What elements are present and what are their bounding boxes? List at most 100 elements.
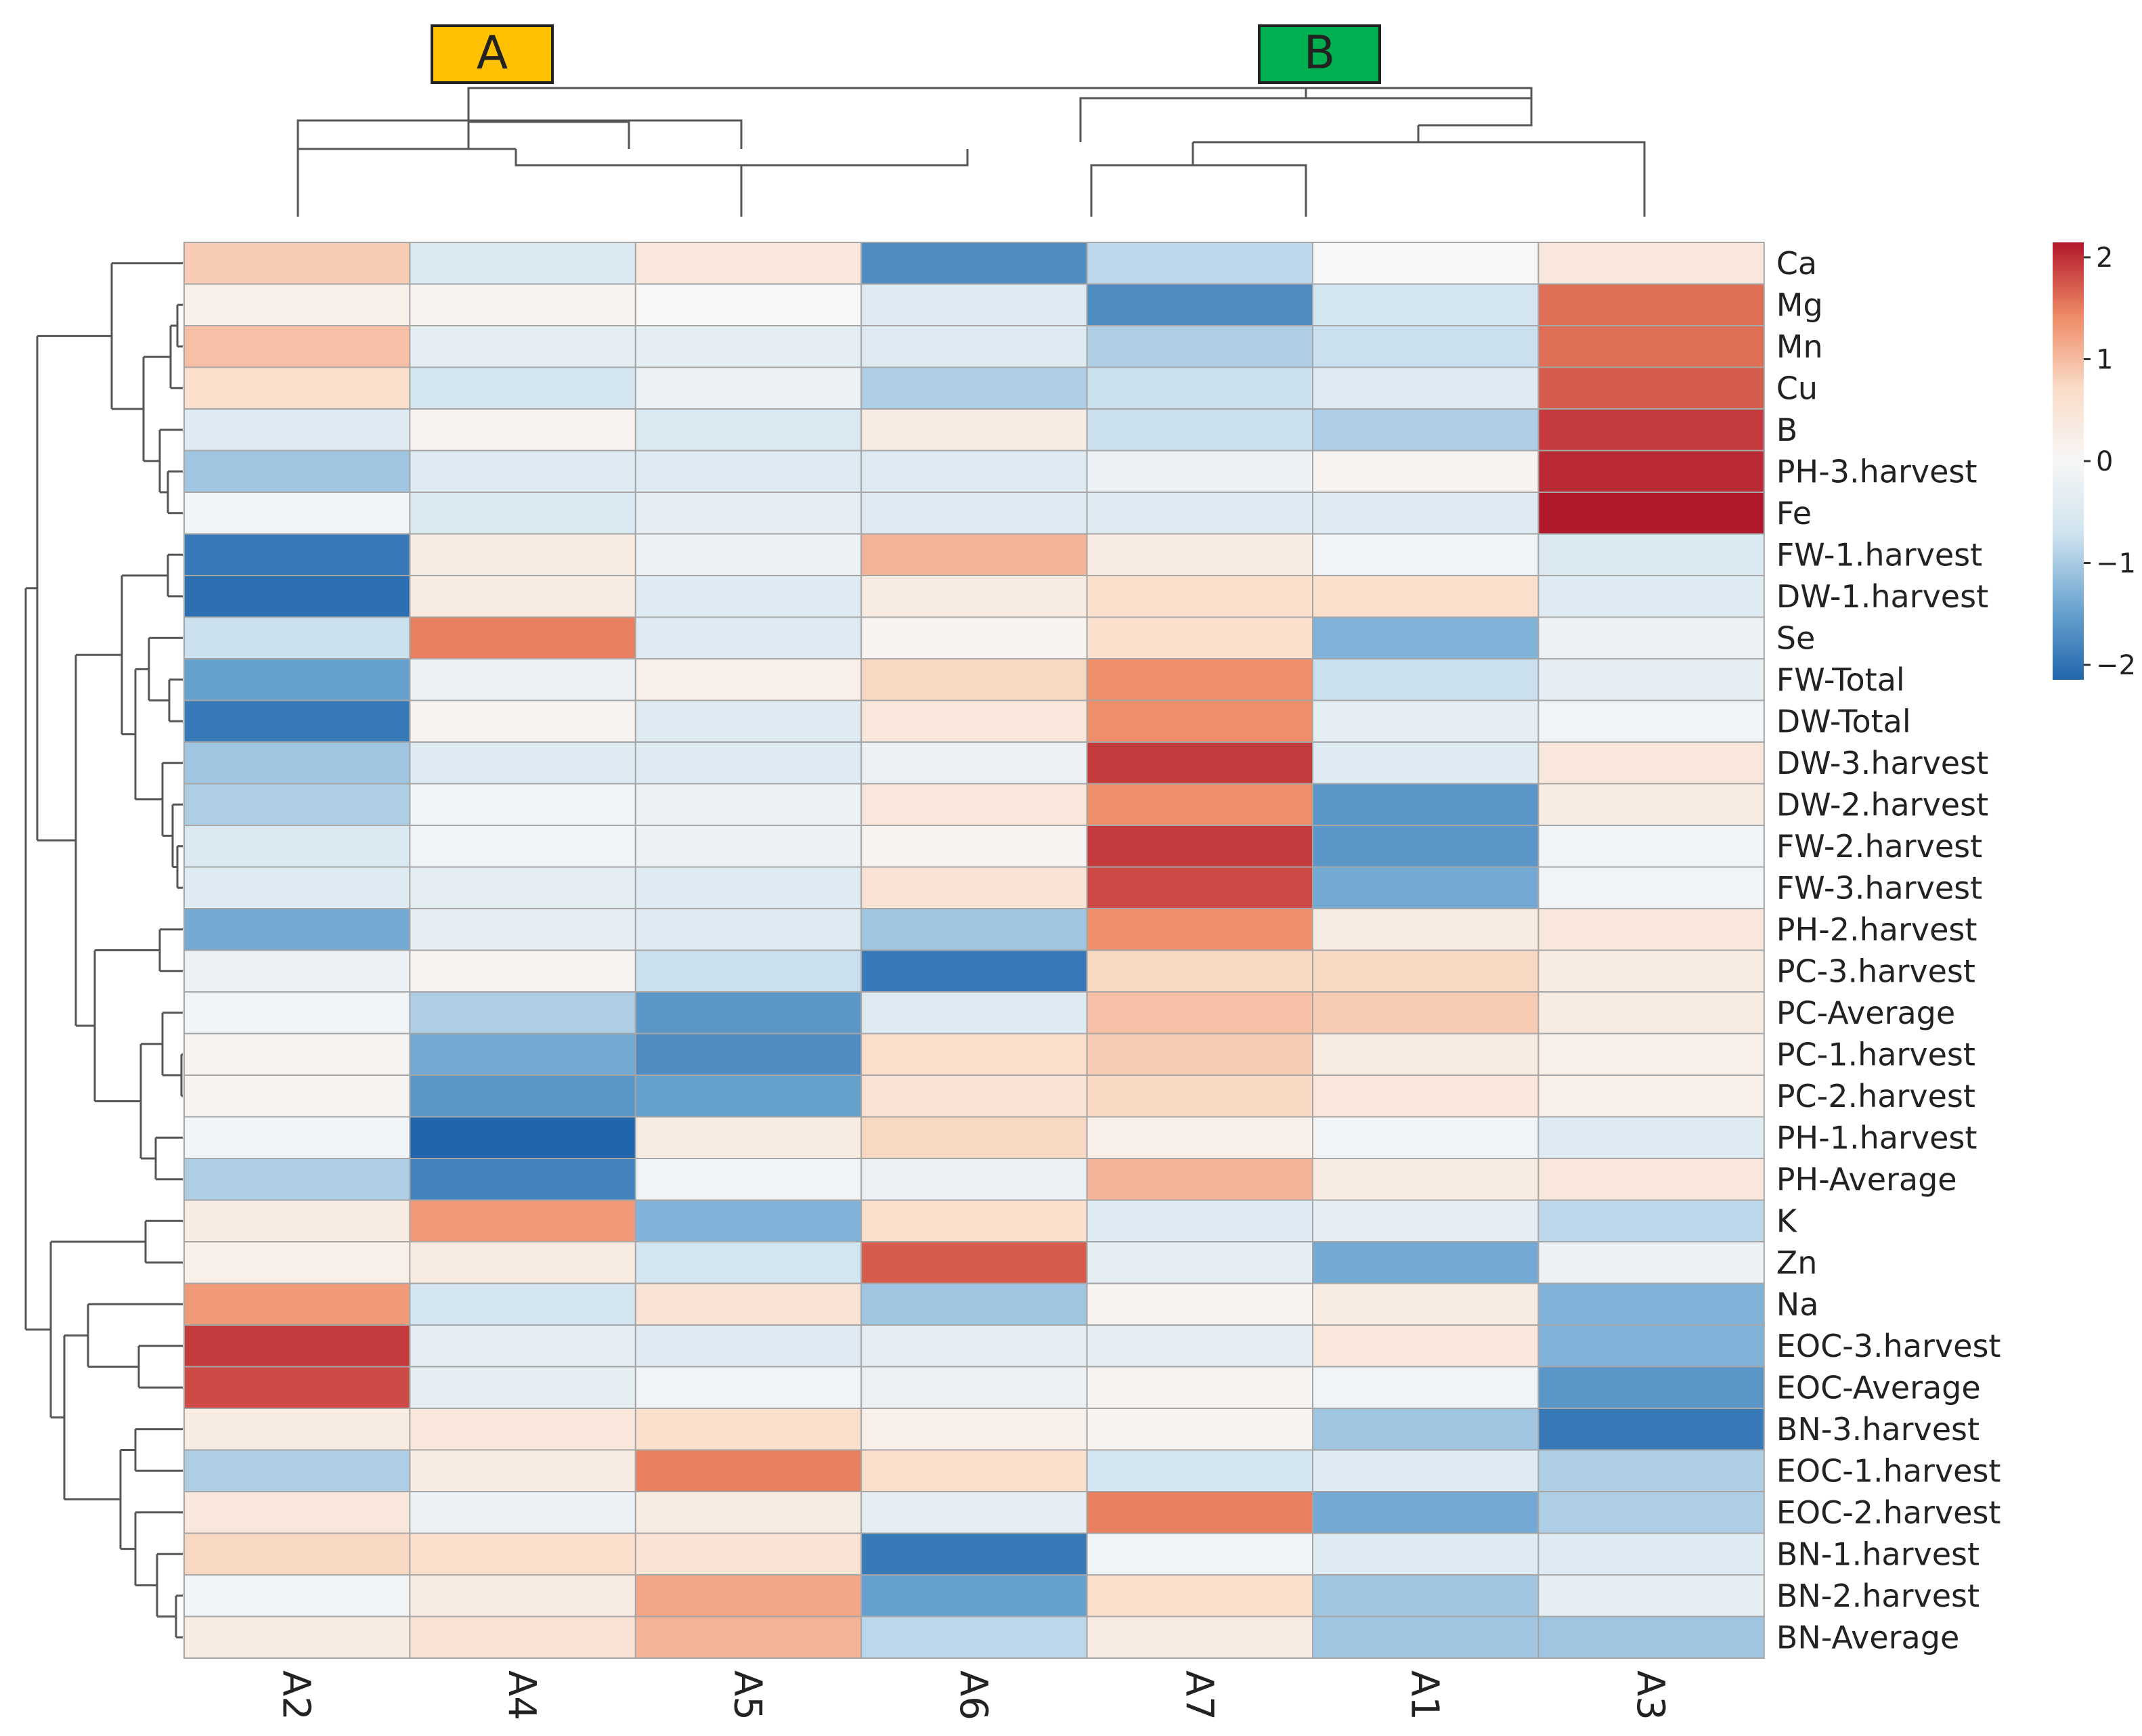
heatmap-cell: [183, 1449, 411, 1492]
heatmap-cell: [409, 492, 636, 535]
heatmap-cell: [1537, 325, 1765, 368]
heatmap-cell: [860, 242, 1088, 285]
heatmap-cell: [1312, 658, 1539, 701]
heatmap-cell: [1086, 1241, 1313, 1284]
heatmap-cell: [1537, 616, 1765, 659]
heatmap-cell: [860, 1574, 1088, 1618]
row-label: Na: [1776, 1286, 1819, 1322]
row-label: BN-3.harvest: [1776, 1411, 1980, 1448]
heatmap-cell: [1312, 1366, 1539, 1409]
heatmap-cell: [409, 949, 636, 993]
column-labels: A2 A4 A5 A6 A7 A1 A3: [274, 1670, 1672, 1720]
heatmap-cell: [860, 408, 1088, 452]
heatmap-cell: [1537, 1033, 1765, 1076]
heatmap-cell: [1086, 450, 1313, 493]
heatmap-cell: [860, 783, 1088, 826]
heatmap-cell: [1086, 1615, 1313, 1659]
heatmap-cell: [1086, 741, 1313, 785]
heatmap-cell: [1537, 575, 1765, 618]
heatmap-cell: [1086, 699, 1313, 743]
heatmap-cell: [409, 366, 636, 410]
row-label: K: [1776, 1202, 1798, 1239]
cluster-a-label: A: [477, 26, 508, 80]
heatmap-cell: [1312, 1282, 1539, 1326]
heatmap-cell: [183, 533, 411, 576]
row-label: PH-3.harvest: [1776, 453, 1977, 490]
heatmap-cell: [860, 866, 1088, 909]
heatmap-cell: [183, 1574, 411, 1618]
heatmap-cell: [1537, 1408, 1765, 1451]
row-label: Fe: [1776, 495, 1812, 531]
heatmap-cell: [183, 1033, 411, 1076]
heatmap-cell: [1537, 1199, 1765, 1242]
row-label: PH-2.harvest: [1776, 911, 1977, 948]
cluster-b-label: B: [1304, 26, 1336, 80]
heatmap-cell: [1312, 283, 1539, 326]
row-labels: Ca Mg Mn Cu B PH-3.harvest Fe FW-1.harvest DW-1.…: [1776, 245, 2001, 1656]
heatmap-cell: [1086, 783, 1313, 826]
heatmap-cell: [1537, 825, 1765, 868]
row-label: DW-2.harvest: [1776, 786, 1988, 823]
heatmap-cell: [409, 783, 636, 826]
heatmap-cell: [860, 1282, 1088, 1326]
heatmap-cell: [409, 1532, 636, 1576]
heatmap-cell: [183, 1158, 411, 1201]
heatmap-cell: [1312, 1491, 1539, 1534]
heatmap-cell: [409, 1491, 636, 1534]
heatmap-cell: [634, 949, 862, 993]
heatmap-cell: [183, 366, 411, 410]
heatmap-cell: [1086, 1199, 1313, 1242]
cluster-labels: A B: [431, 24, 1381, 84]
heatmap-cell: [1312, 616, 1539, 659]
heatmap-cell: [634, 1615, 862, 1659]
heatmap-cell: [409, 1199, 636, 1242]
heatmap-cell: [1312, 783, 1539, 826]
heatmap-cell: [634, 1408, 862, 1451]
heatmap-cell: [634, 866, 862, 909]
heatmap-cell: [1537, 450, 1765, 493]
heatmap-cell: [409, 1449, 636, 1492]
column-label: A2: [274, 1670, 318, 1720]
heatmap-cell: [1086, 1158, 1313, 1201]
heatmap-cell: [183, 1615, 411, 1659]
row-label: FW-3.harvest: [1776, 869, 1982, 906]
heatmap-cell: [1086, 1491, 1313, 1534]
heatmap-cell: [409, 575, 636, 618]
heatmap-cell: [409, 283, 636, 326]
heatmap-cell: [1537, 366, 1765, 410]
heatmap-cell: [1537, 408, 1765, 452]
heatmap-cell: [860, 699, 1088, 743]
heatmap-cell: [409, 1033, 636, 1076]
row-label: DW-1.harvest: [1776, 578, 1988, 615]
row-label: BN-2.harvest: [1776, 1578, 1980, 1614]
row-label: Zn: [1776, 1244, 1818, 1281]
heatmap-cell: [860, 1199, 1088, 1242]
heatmap-cell: [1086, 325, 1313, 368]
column-label: A5: [726, 1670, 770, 1720]
heatmap-cell: [183, 866, 411, 909]
heatmap-cell: [634, 1241, 862, 1284]
heatmap-cell: [409, 699, 636, 743]
heatmap-cell: [183, 1116, 411, 1159]
heatmap-cell: [634, 1449, 862, 1492]
heatmap-cell: [860, 450, 1088, 493]
heatmap-cell: [1537, 1491, 1765, 1534]
row-label: PC-3.harvest: [1776, 953, 1975, 989]
heatmap-cell: [1537, 741, 1765, 785]
row-label: FW-Total: [1776, 661, 1905, 698]
heatmap-cell: [409, 1282, 636, 1326]
heatmap-cell: [1537, 242, 1765, 285]
heatmap-cell: [1312, 242, 1539, 285]
heatmap-cell: [1086, 908, 1313, 951]
heatmap-cell: [183, 616, 411, 659]
heatmap-cell: [1086, 1574, 1313, 1618]
heatmap-cell: [634, 1199, 862, 1242]
heatmap-cell: [409, 825, 636, 868]
heatmap-cell: [1537, 1449, 1765, 1492]
heatmap-cell: [634, 1574, 862, 1618]
heatmap-cell: [860, 1075, 1088, 1118]
heatmap-cell: [183, 492, 411, 535]
heatmap-cell: [1312, 1408, 1539, 1451]
row-label: Mn: [1776, 328, 1823, 365]
